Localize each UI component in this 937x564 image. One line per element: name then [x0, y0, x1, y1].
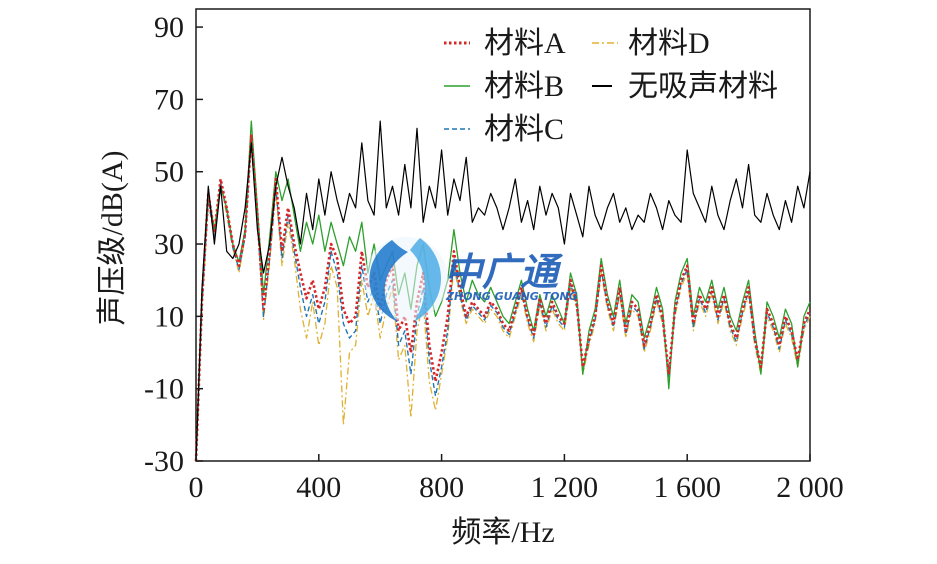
legend-label-no-absorber: 无吸声材料: [628, 70, 778, 103]
x-tick-label: 1 600: [653, 471, 721, 504]
x-axis: 0 400 800 1 200 1 600 2 000: [189, 454, 844, 504]
x-tick-label: 400: [296, 471, 341, 504]
y-tick-label: 90: [154, 11, 184, 44]
legend-label-material-a: 材料A: [484, 27, 566, 60]
series-line-material-d: [195, 138, 811, 462]
legend-label-material-d: 材料D: [628, 27, 710, 60]
series-layer: [194, 120, 812, 462]
series-line-material-c: [195, 134, 811, 462]
x-tick-label: 2 000: [776, 471, 844, 504]
watermark-text-cn: 中广通: [444, 250, 564, 294]
y-tick-label: 10: [154, 300, 184, 333]
legend-label-material-b: 材料B: [484, 70, 564, 103]
x-axis-title: 频率/Hz: [451, 516, 554, 549]
series-line-material-b: [195, 120, 811, 462]
watermark: 中广通 ZHONG GUANG TONG: [364, 237, 578, 322]
x-tick-label: 1 200: [531, 471, 599, 504]
watermark-text-en: ZHONG GUANG TONG: [445, 290, 578, 303]
legend-label-material-c: 材料C: [484, 113, 564, 146]
legend: 材料A 材料D 材料B 无吸声材料 材料C: [444, 27, 778, 146]
x-tick-label: 0: [189, 471, 204, 504]
y-axis: -30 -10 10 30 50 70 90: [144, 11, 203, 478]
y-tick-label: 30: [154, 228, 184, 261]
y-tick-label: -10: [144, 373, 184, 406]
y-tick-label: 50: [154, 156, 184, 189]
x-tick-label: 800: [419, 471, 464, 504]
watermark-logo-swoosh-left: [369, 240, 408, 322]
series-line-material-a: [194, 134, 812, 462]
y-tick-label: 70: [154, 83, 184, 116]
watermark-logo-swoosh-right: [410, 238, 441, 322]
plot-frame: [195, 8, 811, 462]
series-line-no-absorber: [195, 120, 811, 462]
y-axis-title: 声压级/dB(A): [96, 151, 129, 326]
y-tick-label: -30: [144, 445, 184, 478]
